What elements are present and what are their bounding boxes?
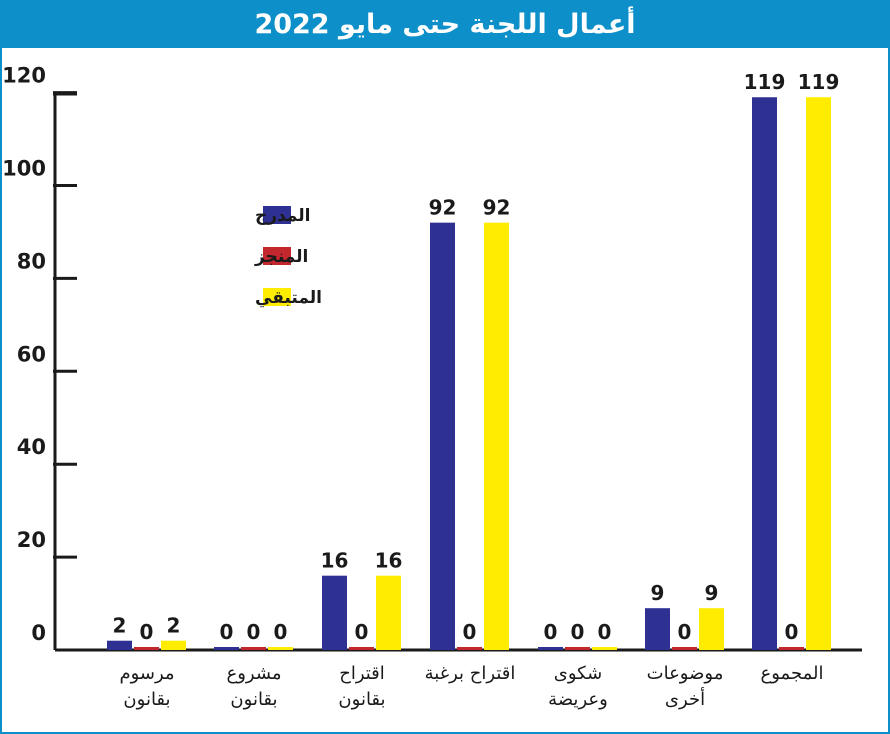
bar [484, 222, 509, 650]
bar-value-label: 0 [355, 620, 369, 644]
bar-value-label: 0 [463, 620, 477, 644]
category-label: المجموع [761, 663, 824, 684]
legend-label: المنجز [254, 247, 308, 267]
bar-value-label: 0 [274, 620, 288, 644]
bar-value-label: 0 [785, 620, 799, 644]
category-labels: مرسوم بقانون مشروع بقانون اقتراح بقانون اقتراح… [119, 663, 823, 710]
y-tick-label: 0 [31, 621, 46, 645]
bar-value-label: 0 [544, 620, 558, 644]
bar-value-label: 0 [247, 620, 261, 644]
bar [349, 647, 374, 650]
legend-label: المدرج [255, 206, 310, 226]
bars [107, 97, 831, 651]
bar-value-label: 92 [483, 196, 511, 220]
category-label: مرسوم [119, 663, 174, 684]
legend-swatch [263, 288, 291, 306]
category-label: شكوى [554, 663, 602, 684]
bar-value-label: 2 [167, 614, 181, 638]
bar [107, 640, 132, 650]
legend-label: المتبقي [255, 288, 322, 308]
bar [592, 647, 617, 650]
bar-value-label: 16 [375, 549, 403, 573]
y-tick-label: 40 [17, 435, 46, 459]
category-label: اقتراح [339, 663, 385, 684]
bar [268, 647, 293, 650]
bar [752, 97, 777, 651]
bar [214, 647, 239, 650]
bar-value-label: 0 [571, 620, 585, 644]
category-label: بقانون [123, 689, 170, 710]
bar [322, 575, 347, 650]
category-label: مشروع [226, 663, 281, 684]
legend-swatch [263, 206, 291, 224]
bar [376, 575, 401, 650]
y-tick-label: 20 [17, 528, 46, 552]
bar-value-label: 9 [705, 581, 719, 605]
bar [645, 608, 670, 650]
bar-value-label: 0 [220, 620, 234, 644]
bar-value-label: 0 [678, 620, 692, 644]
bar-value-label: 2 [113, 614, 127, 638]
bar [806, 97, 831, 651]
bar [565, 647, 590, 650]
bar-value-label: 0 [598, 620, 612, 644]
bar [430, 222, 455, 650]
category-label: اقتراح برغبة [425, 663, 516, 684]
y-tick-label: 100 [2, 157, 46, 181]
legend-swatch [263, 247, 291, 265]
bar [672, 647, 697, 650]
bar [538, 647, 563, 650]
bar [779, 647, 804, 650]
category-label: بقانون [338, 689, 385, 710]
bar [161, 640, 186, 650]
bar-value-label: 92 [429, 196, 457, 220]
y-tick-label: 60 [17, 342, 46, 366]
title-bar: أعمال اللجنة حتى مايو 2022 [2, 2, 888, 48]
bar-value-label: 119 [744, 70, 786, 94]
bar-value-label: 9 [651, 581, 665, 605]
y-tick-label: 120 [2, 64, 46, 88]
bar [457, 647, 482, 650]
bar [699, 608, 724, 650]
category-label: بقانون [230, 689, 277, 710]
bar-value-label: 16 [321, 549, 349, 573]
bar [134, 647, 159, 650]
legend: المدرج المنجز المتبقي [254, 206, 322, 308]
bar-value-label: 119 [798, 70, 840, 94]
category-label: وعريضة [548, 689, 608, 710]
bar [241, 647, 266, 650]
category-label: أخرى [665, 687, 705, 710]
bar-value-label: 0 [140, 620, 154, 644]
y-tick-label: 80 [17, 249, 46, 273]
category-label: موضوعات [647, 663, 724, 684]
chart-title: أعمال اللجنة حتى مايو 2022 [254, 9, 636, 40]
